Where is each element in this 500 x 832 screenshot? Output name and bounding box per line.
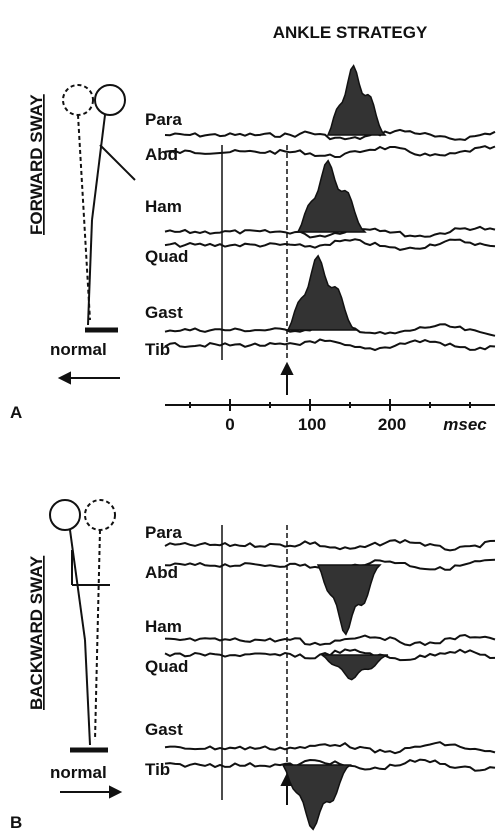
emg-burst — [281, 764, 352, 831]
emg-burst — [286, 254, 357, 331]
stance-label: normal — [50, 763, 107, 782]
figure-title: ANKLE STRATEGY — [273, 23, 428, 42]
muscle-label: Tib — [145, 340, 170, 359]
emg-trace — [164, 758, 496, 772]
sway-label: BACKWARD SWAY — [27, 555, 46, 710]
axis-label: 0 — [225, 415, 234, 434]
emg-burst — [326, 64, 387, 136]
emg-trace — [164, 538, 496, 552]
muscle-label: Para — [145, 523, 182, 542]
axis-label: msec — [443, 415, 487, 434]
axis-label: 200 — [378, 415, 406, 434]
muscle-label: Ham — [145, 197, 182, 216]
muscle-label: Gast — [145, 720, 183, 739]
emg-trace — [164, 338, 496, 352]
muscle-label: Quad — [145, 247, 188, 266]
emg-burst — [316, 564, 382, 636]
muscle-label: Tib — [145, 760, 170, 779]
sway-label: FORWARD SWAY — [27, 94, 46, 235]
muscle-label: Ham — [145, 617, 182, 636]
muscle-label: Abd — [145, 145, 178, 164]
emg-trace — [164, 633, 496, 647]
axis-ticks — [189, 399, 471, 411]
muscle-label: Quad — [145, 657, 188, 676]
stance-label: normal — [50, 340, 107, 359]
axis-label: 100 — [298, 415, 326, 434]
emg-trace — [164, 225, 496, 239]
emg-trace — [164, 741, 496, 755]
emg-burst — [296, 159, 367, 233]
muscle-label: Gast — [145, 303, 183, 322]
panel-letter: B — [10, 813, 22, 832]
muscle-label: Abd — [145, 563, 178, 582]
muscle-label: Para — [145, 110, 182, 129]
arrow — [280, 361, 294, 395]
emg-burst — [319, 654, 389, 681]
stick-figure — [49, 499, 123, 799]
stick-figure — [57, 84, 136, 385]
emg-trace — [164, 238, 496, 251]
emg-trace — [164, 128, 496, 142]
emg-trace — [164, 145, 496, 159]
panel-letter: A — [10, 403, 22, 422]
